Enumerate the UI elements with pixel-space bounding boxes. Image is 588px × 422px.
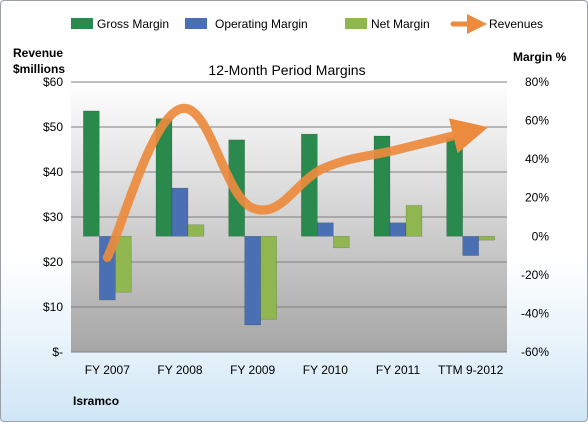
left-axis-title-line2: $millions: [13, 62, 65, 76]
net-margin-bar: [260, 236, 277, 320]
x-tick-label: FY 2008: [157, 363, 202, 377]
gross-margin-bar: [446, 137, 463, 237]
left-tick-label: $-: [52, 345, 63, 359]
legend-swatch-net-margin: [345, 18, 367, 29]
net-margin-bar: [478, 236, 495, 241]
gross-margin-bar: [373, 135, 391, 237]
x-tick-label: FY 2009: [230, 363, 275, 377]
legend-label-operating-margin: Operating Margin: [215, 17, 308, 31]
legend-label-revenues: Revenues: [489, 17, 543, 31]
right-axis-title: Margin %: [513, 50, 567, 64]
revenue-line-layer: [102, 104, 489, 262]
chart-title: 12-Month Period Margins: [208, 62, 365, 78]
left-axis-title-line1: Revenue: [13, 46, 63, 60]
legend: Gross Margin Operating Margin Net Margin…: [71, 14, 543, 34]
operating-margin-bar: [317, 222, 334, 237]
right-tick-label: 40%: [525, 152, 549, 166]
right-tick-label: 0%: [532, 229, 550, 243]
legend-label-gross-margin: Gross Margin: [97, 17, 169, 31]
left-tick-label: $20: [43, 255, 63, 269]
gross-margin-bar: [83, 110, 100, 237]
legend-label-net-margin: Net Margin: [371, 17, 430, 31]
left-tick-label: $10: [43, 300, 63, 314]
left-tick-label: $40: [43, 165, 63, 179]
operating-margin-bar: [244, 236, 261, 326]
company-name: Isramco: [73, 394, 119, 408]
left-tick-label: $60: [43, 75, 63, 89]
left-tick-label: $50: [43, 120, 63, 134]
operating-margin-bar: [171, 187, 189, 237]
x-tick-label: TTM 9-2012: [438, 363, 504, 377]
net-margin-bar: [333, 236, 350, 249]
x-axis-ticks: FY 2007 FY 2008 FY 2009 FY 2010 FY 2011 TTM 9…: [85, 363, 504, 377]
x-tick-label: FY 2011: [376, 363, 421, 377]
x-tick-label: FY 2007: [85, 363, 130, 377]
left-tick-label: $30: [43, 210, 63, 224]
operating-margin-bar: [389, 222, 407, 237]
operating-margin-bar: [462, 236, 479, 256]
bars-layer: [83, 110, 495, 326]
legend-swatch-gross-margin: [71, 18, 93, 29]
net-margin-bar: [405, 205, 423, 237]
right-axis-ticks: -60% -40% -20% 0% 20% 40% 60% 80%: [521, 75, 549, 359]
right-tick-label: 20%: [525, 191, 549, 205]
revenues-line: [102, 104, 489, 262]
x-tick-label: FY 2010: [303, 363, 348, 377]
net-margin-bar: [187, 224, 205, 237]
right-tick-label: -60%: [521, 345, 549, 359]
right-tick-label: -20%: [521, 268, 549, 282]
gridlines: [71, 81, 507, 353]
right-tick-label: -40%: [521, 306, 549, 320]
right-tick-label: 60%: [525, 114, 549, 128]
left-axis-ticks: $- $10 $20 $30 $40 $50 $60: [43, 75, 63, 359]
net-margin-bar: [115, 236, 132, 293]
legend-swatch-operating-margin: [185, 18, 207, 29]
right-tick-label: 80%: [525, 75, 549, 89]
